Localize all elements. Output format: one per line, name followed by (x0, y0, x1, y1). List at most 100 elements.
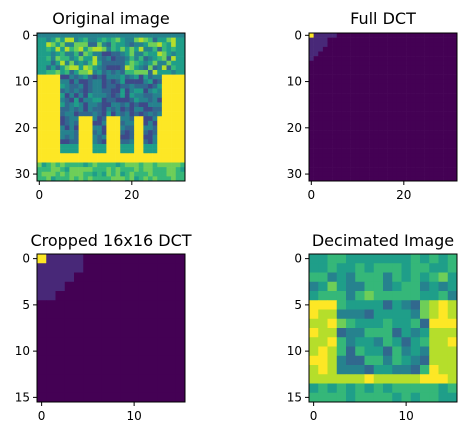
heatmap-cell (415, 125, 421, 131)
heatmap-cell (74, 328, 84, 338)
heatmap-cell (175, 337, 186, 347)
heatmap-cell (78, 37, 84, 43)
heatmap-cell (157, 134, 163, 140)
heatmap-cell (175, 65, 181, 71)
heatmap-cell (134, 116, 140, 122)
y-tick-label: 0 (294, 28, 302, 42)
heatmap-cell (129, 83, 135, 89)
heatmap-cell (355, 60, 361, 66)
heatmap-cell (166, 337, 177, 347)
heatmap-cell (355, 392, 365, 403)
heatmap-cell (424, 37, 430, 43)
heatmap-cell (46, 79, 52, 85)
heatmap-cell (157, 144, 163, 149)
heatmap-cell (383, 97, 388, 103)
heatmap-cell (392, 97, 398, 103)
heatmap-cell (392, 328, 402, 338)
heatmap-cell (152, 60, 158, 66)
heatmap-cell (78, 51, 84, 57)
heatmap-cell (175, 130, 181, 136)
heatmap-cell (364, 120, 370, 126)
heatmap-cell (87, 46, 93, 52)
heatmap-cell (92, 70, 98, 75)
heatmap-cell (327, 300, 338, 310)
heatmap-cell (46, 392, 56, 403)
heatmap-cell (46, 153, 52, 159)
heatmap-cell (124, 88, 130, 94)
heatmap-cell (355, 167, 361, 173)
heatmap-cell (359, 70, 365, 75)
heatmap-cell (97, 162, 103, 168)
heatmap-cell (157, 88, 163, 94)
heatmap-cell (401, 272, 412, 283)
heatmap-cell (124, 42, 130, 48)
heatmap-cell (129, 42, 135, 48)
heatmap-cell (410, 65, 416, 71)
heatmap-cell (387, 88, 393, 94)
heatmap-cell (41, 60, 47, 66)
heatmap-cell (401, 148, 407, 154)
heatmap-cell (41, 42, 47, 48)
heatmap-cell (424, 93, 430, 99)
heatmap-cell (429, 74, 435, 80)
heatmap-cell (410, 392, 421, 403)
heatmap-cell (443, 83, 449, 89)
heatmap-cell (157, 272, 167, 283)
heatmap-cell (429, 51, 435, 57)
heatmap-cell (327, 318, 338, 329)
heatmap-cell (129, 46, 135, 52)
heatmap-cell (134, 33, 140, 38)
heatmap-cell (171, 74, 177, 80)
heatmap-cell (46, 383, 56, 394)
heatmap-cell (396, 116, 402, 122)
heatmap-cell (318, 79, 324, 85)
heatmap-cell (166, 125, 172, 131)
heatmap-cell (74, 157, 79, 163)
heatmap-cell (115, 56, 121, 62)
heatmap-cell (443, 37, 449, 43)
heatmap-cell (429, 139, 435, 145)
heatmap-cell (60, 148, 66, 154)
heatmap-cell (410, 171, 416, 177)
heatmap-cell (309, 144, 314, 149)
heatmap-cell (101, 144, 107, 149)
heatmap-cell (346, 162, 351, 168)
heatmap-cell (355, 171, 361, 177)
heatmap-cell (378, 167, 384, 173)
heatmap-cell (373, 51, 379, 57)
heatmap-cell (55, 139, 61, 145)
heatmap-cell (148, 134, 153, 140)
heatmap-cell (309, 107, 314, 112)
heatmap-cell (148, 107, 153, 112)
heatmap-cell (69, 93, 75, 99)
x-tick-label: 0 (38, 409, 46, 423)
heatmap-cell (332, 139, 338, 145)
heatmap-cell (175, 46, 181, 52)
heatmap-cell (166, 139, 172, 145)
heatmap-cell (438, 125, 444, 131)
heatmap-cell (318, 346, 328, 357)
heatmap-cell (175, 254, 186, 264)
heatmap-cell (83, 291, 93, 301)
heatmap-cell (106, 171, 112, 177)
heatmap-cell (373, 365, 384, 375)
heatmap-cell (355, 37, 361, 43)
heatmap-cell (166, 171, 172, 177)
heatmap-cell (336, 125, 342, 131)
y-tick-label: 15 (287, 390, 302, 404)
heatmap-cell (97, 144, 103, 149)
heatmap-cell (429, 374, 439, 384)
heatmap-cell (41, 139, 47, 145)
heatmap-cell (50, 79, 56, 85)
heatmap-cell (406, 97, 412, 103)
heatmap-cell (115, 120, 121, 126)
heatmap-cell (50, 83, 56, 89)
heatmap-cell (332, 148, 338, 154)
heatmap-cell (438, 263, 449, 273)
heatmap-cell (452, 111, 458, 117)
heatmap-cell (327, 130, 333, 136)
heatmap-cell (420, 111, 425, 117)
heatmap-cell (41, 33, 47, 38)
heatmap-cell (175, 291, 186, 301)
heatmap-cell (64, 392, 75, 403)
